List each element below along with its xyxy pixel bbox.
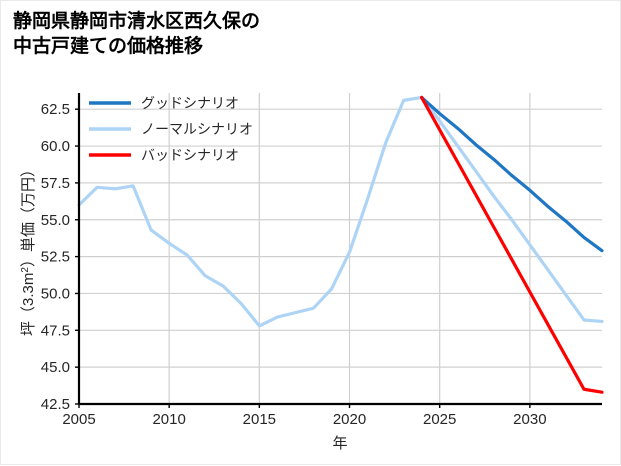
x-tick-label: 2010 (152, 411, 185, 428)
series-line (420, 95, 604, 394)
page-title: 静岡県静岡市清水区西久保の 中古戸建ての価格推移 (13, 11, 261, 58)
x-tick-label: 2015 (243, 411, 276, 428)
y-axis-tick-labels: 42.5 45.0 47.5 50.0 52.5 55.0 57.5 60.0 62.5 (41, 101, 70, 413)
y-axis-title: 坪（3.3m2）単価（万円） (20, 162, 37, 336)
gridlines (78, 93, 602, 405)
x-axis-tick-labels: 2005 2010 2015 2020 2025 2030 (62, 411, 546, 428)
series-line (420, 95, 604, 253)
y-axis-title-text: 坪（3.3m2）単価（万円） (20, 162, 37, 336)
y-tick-label: 45.0 (41, 359, 70, 376)
x-axis-title: 年 (332, 435, 347, 452)
series-line (77, 95, 604, 328)
legend-label-bad: バッドシナリオ (141, 147, 239, 163)
x-tick-label: 2025 (423, 411, 456, 428)
y-tick-label: 50.0 (41, 285, 70, 302)
x-tick-label: 2030 (513, 411, 546, 428)
y-tick-label: 62.5 (41, 101, 70, 118)
y-tick-label: 52.5 (41, 249, 70, 266)
x-tick-label: 2020 (333, 411, 366, 428)
series-lines (77, 95, 604, 394)
y-tick-label: 47.5 (41, 322, 70, 339)
legend-label-normal: ノーマルシナリオ (141, 121, 253, 137)
legend-label-good: グッドシナリオ (141, 95, 239, 111)
y-tick-label: 55.0 (41, 212, 70, 229)
y-tick-label: 60.0 (41, 138, 70, 155)
y-tick-label: 42.5 (41, 396, 70, 413)
y-tick-label: 57.5 (41, 175, 70, 192)
x-tick-label: 2005 (62, 411, 95, 428)
